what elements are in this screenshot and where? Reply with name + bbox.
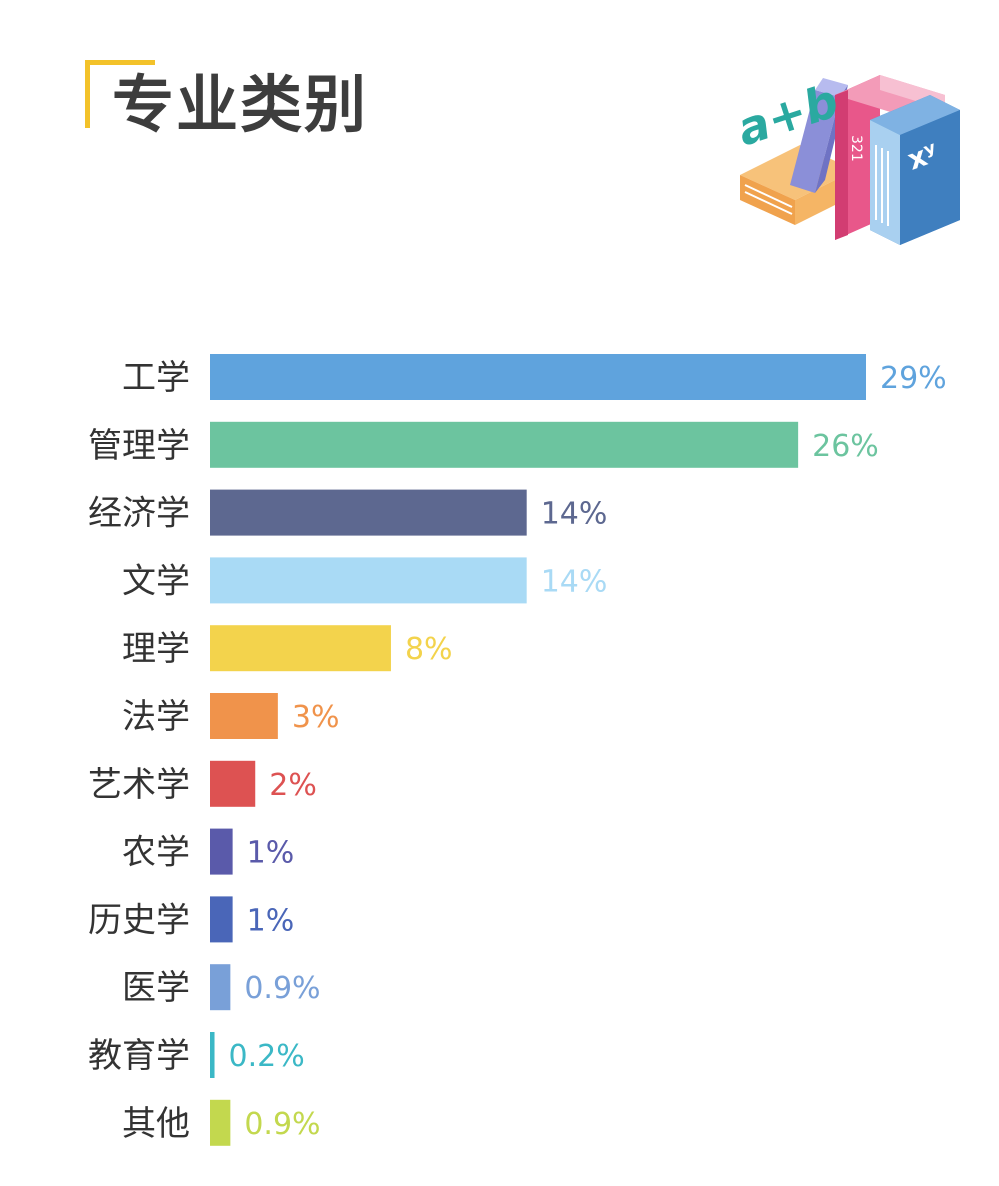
category-label: 教育学 bbox=[88, 1036, 190, 1076]
page-title: 专业类别 bbox=[112, 68, 369, 141]
bar bbox=[210, 421, 799, 468]
bar bbox=[210, 625, 391, 672]
bar bbox=[210, 1032, 215, 1078]
value-label: 2% bbox=[269, 768, 317, 803]
category-label: 艺术学 bbox=[88, 765, 190, 805]
bar bbox=[210, 1099, 231, 1146]
category-label: 其他 bbox=[122, 1104, 190, 1144]
category-label: 文学 bbox=[122, 561, 190, 601]
bar bbox=[210, 896, 233, 943]
svg-text:321: 321 bbox=[848, 135, 864, 162]
value-label: 3% bbox=[292, 700, 340, 735]
value-label: 8% bbox=[405, 632, 453, 667]
category-label: 理学 bbox=[122, 629, 190, 669]
category-label: 法学 bbox=[122, 697, 190, 737]
title-accent-bracket bbox=[85, 60, 155, 128]
category-label: 医学 bbox=[122, 968, 190, 1008]
bar-chart: 工学 29% 管理学 26% 经济学 14% 文学 14% 理学 8% 法学 3% 艺术学 2% 农学 1% 历… bbox=[88, 354, 947, 1146]
value-label: 14% bbox=[541, 497, 608, 532]
value-label: 0.9% bbox=[244, 971, 320, 1006]
value-label: 0.2% bbox=[229, 1039, 305, 1074]
category-label: 历史学 bbox=[88, 900, 190, 940]
value-label: 1% bbox=[247, 836, 295, 871]
value-label: 14% bbox=[541, 564, 608, 599]
bar bbox=[210, 354, 866, 400]
category-label: 经济学 bbox=[88, 494, 190, 534]
bar bbox=[210, 489, 527, 536]
value-label: 0.9% bbox=[244, 1107, 320, 1142]
value-label: 1% bbox=[247, 903, 295, 938]
bar bbox=[210, 828, 233, 875]
value-label: 29% bbox=[880, 361, 947, 396]
bar bbox=[210, 693, 278, 739]
bar bbox=[210, 964, 231, 1011]
bar bbox=[210, 557, 527, 604]
category-label: 工学 bbox=[122, 358, 190, 398]
category-label: 农学 bbox=[122, 833, 190, 873]
value-label: 26% bbox=[812, 429, 879, 464]
books-icon: 321 xʸ a+b bbox=[731, 73, 960, 245]
category-label: 管理学 bbox=[88, 426, 190, 466]
bar bbox=[210, 760, 256, 807]
